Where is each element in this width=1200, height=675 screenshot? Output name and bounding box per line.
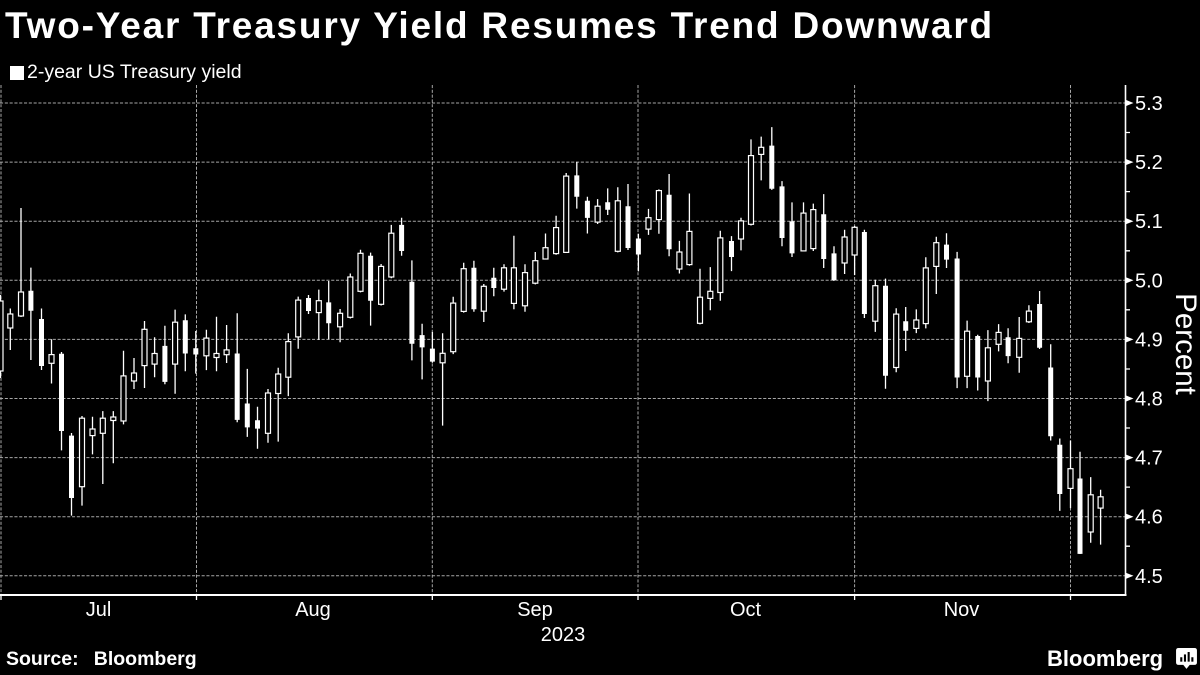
svg-text:Aug: Aug: [295, 599, 331, 621]
svg-text:Oct: Oct: [730, 599, 762, 621]
svg-text:4.6: 4.6: [1135, 507, 1163, 529]
svg-text:Nov: Nov: [944, 599, 980, 621]
svg-text:2023: 2023: [541, 624, 586, 646]
svg-text:5.2: 5.2: [1135, 152, 1163, 174]
svg-text:5.0: 5.0: [1135, 270, 1163, 292]
svg-text:5.3: 5.3: [1135, 93, 1163, 115]
svg-text:4.9: 4.9: [1135, 329, 1163, 351]
svg-text:Sep: Sep: [517, 599, 553, 621]
svg-text:5.1: 5.1: [1135, 211, 1163, 233]
svg-text:4.5: 4.5: [1135, 566, 1163, 588]
svg-text:4.8: 4.8: [1135, 389, 1163, 411]
svg-text:Jul: Jul: [86, 599, 112, 621]
svg-text:4.7: 4.7: [1135, 448, 1163, 470]
svg-text:Percent: Percent: [1169, 293, 1200, 395]
